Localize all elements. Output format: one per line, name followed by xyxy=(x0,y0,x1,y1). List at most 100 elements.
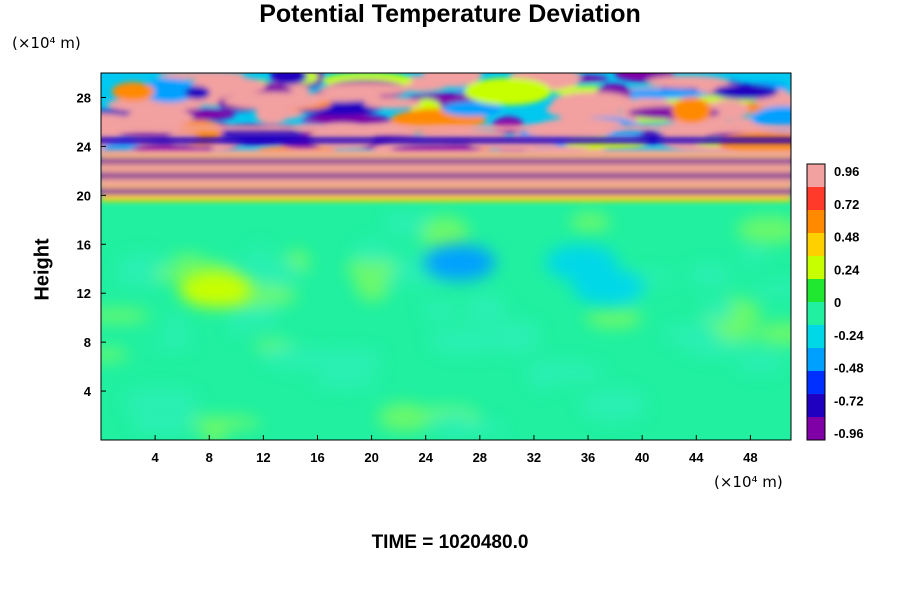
texture-blob xyxy=(116,252,170,289)
x-tick-label: 32 xyxy=(527,450,541,465)
colorbar-label: -0.72 xyxy=(834,393,864,408)
texture-blob xyxy=(754,281,791,297)
texture-blob xyxy=(248,244,271,258)
plot-frame xyxy=(100,72,792,441)
x-tick-label: 24 xyxy=(418,450,433,465)
texture-blob xyxy=(741,249,767,266)
texture-blob xyxy=(101,348,130,361)
texture-blob xyxy=(735,351,785,374)
layer-band xyxy=(101,137,791,144)
x-tick-label: 48 xyxy=(743,450,757,465)
colorbar-label: 0.96 xyxy=(834,164,859,179)
upper-blob xyxy=(464,77,552,106)
texture-blob xyxy=(585,307,643,329)
layer-bands xyxy=(101,124,791,202)
texture-blob xyxy=(312,376,381,391)
upper-blob xyxy=(671,97,712,124)
upper-blob xyxy=(184,86,211,100)
y-tick-label: 8 xyxy=(84,335,91,350)
colorbar-segment xyxy=(807,325,825,349)
texture-blob xyxy=(151,339,196,351)
time-annotation: TIME = 1020480.0 xyxy=(371,532,529,553)
upper-blob xyxy=(713,84,778,100)
colorbar-label: -0.24 xyxy=(834,328,864,343)
colorbar-segment xyxy=(807,164,825,188)
x-tick-label: 36 xyxy=(581,450,595,465)
layer-band xyxy=(101,124,791,132)
texture-blob xyxy=(183,416,262,430)
layer-band xyxy=(101,149,791,156)
upper-blob xyxy=(118,130,182,139)
texture-blob xyxy=(756,321,791,345)
texture-blob xyxy=(353,240,395,262)
texture-blob xyxy=(529,357,555,393)
colorbar-label: 0 xyxy=(834,295,841,310)
texture-blob xyxy=(462,420,505,437)
x-tick-label: 4 xyxy=(152,450,160,465)
upper-blob xyxy=(610,88,708,99)
upper-blob xyxy=(269,73,308,85)
texture-blob xyxy=(422,299,457,322)
layer-band xyxy=(101,158,791,165)
colorbar-segment xyxy=(807,256,825,280)
colorbar-label: 0.24 xyxy=(834,262,860,277)
x-tick-label: 8 xyxy=(206,450,213,465)
colorbar-segment xyxy=(807,187,825,211)
texture-blob xyxy=(384,210,431,237)
texture-blob xyxy=(228,299,250,337)
chart-title: Potential Temperature Deviation xyxy=(259,0,641,28)
upper-blob xyxy=(441,101,502,117)
field-feature xyxy=(423,244,496,281)
colorbar-frame xyxy=(806,163,826,441)
upper-blob xyxy=(223,92,323,110)
colorbar-segment xyxy=(807,233,825,257)
y-axis-unit: (×10⁴ m) xyxy=(12,34,81,52)
texture-blob xyxy=(306,349,382,377)
texture-blob xyxy=(463,292,507,326)
texture-blob xyxy=(489,319,542,355)
colorbar-segment xyxy=(807,210,825,234)
colorbar-segment xyxy=(807,348,825,372)
x-tick-label: 40 xyxy=(635,450,649,465)
texture-blob xyxy=(736,215,791,244)
texture-blob xyxy=(703,296,733,321)
layer-band xyxy=(101,188,791,195)
upper-blob xyxy=(751,106,791,132)
texture-blob xyxy=(101,308,151,323)
y-tick-label: 20 xyxy=(77,188,91,203)
y-tick-label: 12 xyxy=(77,286,91,301)
layer-band xyxy=(101,180,791,187)
colorbar-label: -0.48 xyxy=(834,361,864,376)
texture-blob xyxy=(428,326,503,356)
field-feature xyxy=(180,271,252,308)
colorbar-segment xyxy=(807,279,825,303)
texture-blob xyxy=(688,263,731,287)
x-tick-label: 20 xyxy=(364,450,378,465)
texture-blob xyxy=(346,257,397,280)
colorbar-segment xyxy=(807,371,825,395)
x-tick-label: 28 xyxy=(473,450,487,465)
x-tick-label: 16 xyxy=(310,450,324,465)
texture-blob xyxy=(169,253,206,265)
colorbar-label: 0.72 xyxy=(834,197,859,212)
upper-blobs xyxy=(101,73,791,166)
x-tick-label: 44 xyxy=(689,450,704,465)
upper-blob xyxy=(567,99,612,112)
texture-blob xyxy=(715,328,763,342)
texture-blob xyxy=(378,403,432,432)
x-axis-unit: (×10⁴ m) xyxy=(714,473,783,491)
upper-blob xyxy=(445,73,479,81)
texture-blob xyxy=(570,212,611,232)
colorbar-segment xyxy=(807,417,825,441)
y-tick-label: 28 xyxy=(77,90,91,105)
plot-area xyxy=(101,73,791,440)
colorbar: 0.96 0.72 0.48 0.24 0 -0.24 -0.48 -0.72 -0.96 xyxy=(806,163,864,441)
texture-blob xyxy=(440,411,472,440)
layer-band xyxy=(101,165,791,172)
texture-blob xyxy=(123,387,199,419)
colorbar-label: 0.48 xyxy=(834,230,859,245)
upper-blob xyxy=(111,82,155,101)
colorbar-segment xyxy=(807,394,825,418)
y-tick-label: 24 xyxy=(77,139,92,154)
